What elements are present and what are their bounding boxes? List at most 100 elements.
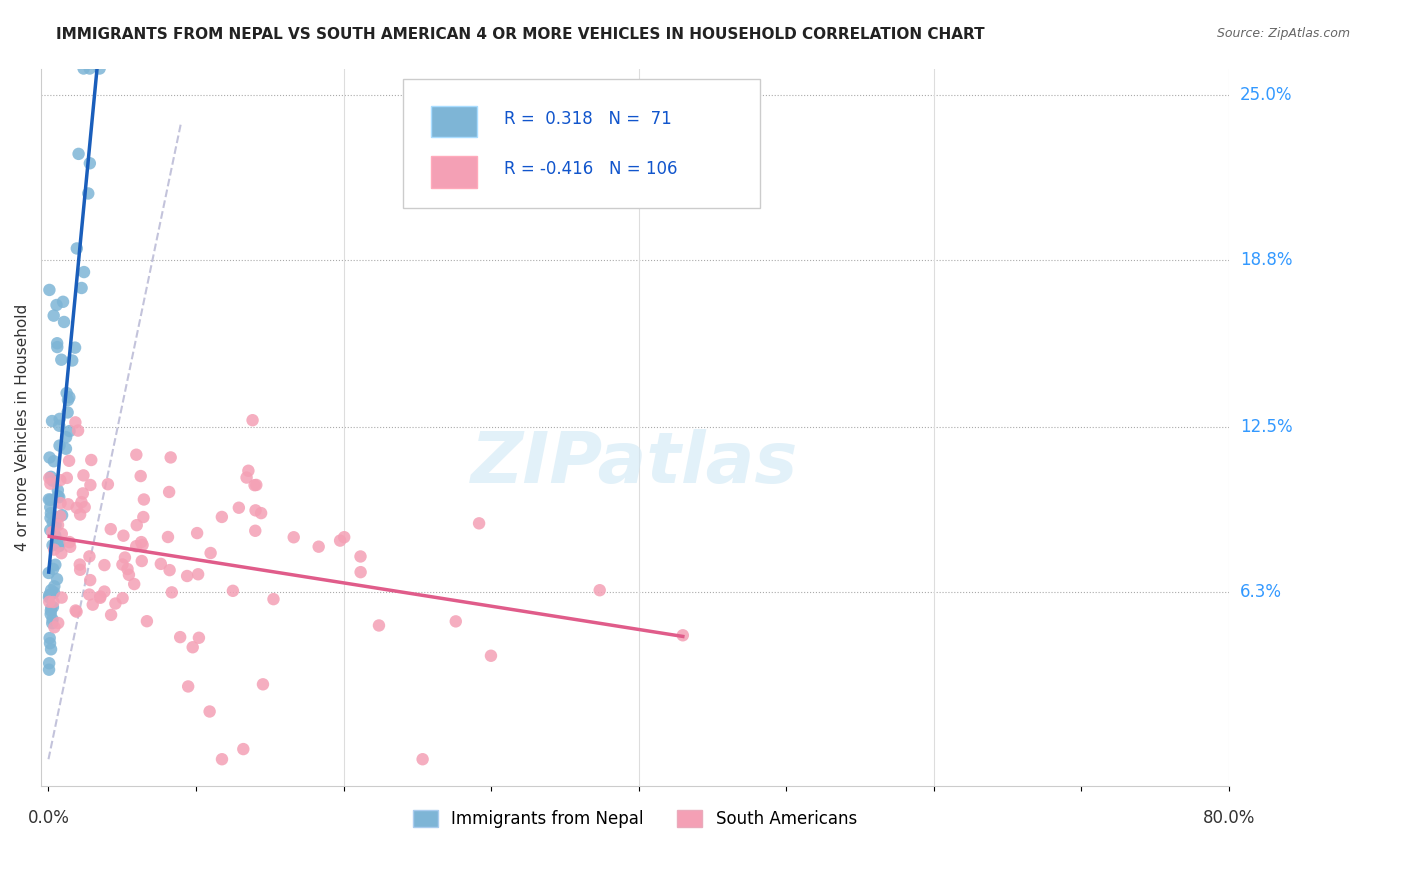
Point — [51, 352, 73, 367]
Point — [72, 62, 94, 76]
Point — [38, 471, 60, 485]
Point — [308, 540, 330, 554]
Point — [129, 535, 152, 549]
Point — [243, 478, 266, 492]
Point — [56, 471, 79, 485]
Point — [111, 591, 134, 606]
Point — [46, 615, 69, 630]
Text: R =  0.318   N =  71: R = 0.318 N = 71 — [505, 110, 672, 128]
Point — [200, 546, 222, 560]
Point — [39, 523, 62, 537]
Point — [329, 533, 352, 548]
Point — [42, 454, 65, 468]
Point — [333, 530, 356, 544]
Point — [66, 500, 89, 515]
Point — [177, 680, 200, 694]
Point — [44, 620, 66, 634]
Point — [38, 492, 60, 507]
Point — [49, 473, 72, 487]
Y-axis label: 4 or more Vehicles in Household: 4 or more Vehicles in Household — [15, 303, 30, 550]
Point — [80, 453, 103, 467]
Point — [39, 506, 62, 520]
Point — [44, 579, 66, 593]
Point — [125, 518, 148, 533]
Text: 18.8%: 18.8% — [1240, 251, 1292, 268]
Point — [58, 535, 80, 549]
Point — [89, 590, 111, 604]
Point — [41, 525, 63, 540]
Point — [44, 528, 66, 542]
Point — [41, 586, 63, 600]
Point — [238, 464, 260, 478]
Point — [39, 636, 62, 650]
Point — [129, 469, 152, 483]
Point — [72, 486, 94, 500]
Point — [48, 412, 70, 426]
Point — [45, 298, 67, 312]
Point — [56, 405, 79, 419]
Text: 25.0%: 25.0% — [1240, 87, 1292, 104]
Point — [232, 742, 254, 756]
Point — [39, 476, 62, 491]
Point — [235, 470, 257, 484]
Point — [114, 550, 136, 565]
Point — [56, 497, 79, 511]
Point — [73, 500, 96, 515]
Point — [51, 546, 73, 560]
FancyBboxPatch shape — [430, 156, 478, 187]
Point — [58, 390, 80, 404]
Point — [89, 591, 111, 605]
Point — [132, 492, 155, 507]
Point — [198, 705, 221, 719]
Point — [117, 562, 139, 576]
Point — [66, 242, 89, 256]
Point — [38, 566, 60, 580]
Point — [412, 752, 434, 766]
Text: IMMIGRANTS FROM NEPAL VS SOUTH AMERICAN 4 OR MORE VEHICLES IN HOUSEHOLD CORRELAT: IMMIGRANTS FROM NEPAL VS SOUTH AMERICAN … — [56, 27, 984, 42]
Point — [42, 309, 65, 323]
Point — [48, 490, 70, 504]
Point — [132, 510, 155, 524]
Point — [77, 186, 100, 201]
Point — [250, 506, 273, 520]
Point — [135, 614, 157, 628]
Point — [252, 677, 274, 691]
Text: ZIPatlas: ZIPatlas — [471, 428, 799, 498]
Point — [131, 538, 153, 552]
Point — [51, 527, 73, 541]
Point — [222, 583, 245, 598]
Point — [211, 752, 233, 766]
Point — [349, 565, 371, 579]
Point — [72, 468, 94, 483]
Point — [48, 439, 70, 453]
Point — [245, 524, 267, 538]
Point — [125, 539, 148, 553]
Point — [48, 418, 70, 433]
Point — [41, 612, 63, 626]
Point — [48, 535, 70, 549]
Point — [79, 588, 101, 602]
Point — [63, 341, 86, 355]
Point — [444, 615, 467, 629]
Point — [46, 489, 69, 503]
Point — [672, 628, 695, 642]
Point — [60, 353, 83, 368]
Point — [70, 281, 93, 295]
Point — [46, 518, 69, 533]
Point — [39, 604, 62, 618]
Point — [211, 510, 233, 524]
Point — [176, 569, 198, 583]
Point — [39, 583, 62, 598]
Point — [479, 648, 502, 663]
Point — [49, 496, 72, 510]
Point — [38, 595, 60, 609]
Point — [70, 495, 93, 509]
Point — [39, 500, 62, 515]
Point — [38, 631, 60, 645]
Point — [69, 558, 91, 572]
Point — [69, 563, 91, 577]
Point — [39, 470, 62, 484]
Point — [160, 585, 183, 599]
Text: 80.0%: 80.0% — [1202, 809, 1256, 828]
Point — [39, 492, 62, 507]
